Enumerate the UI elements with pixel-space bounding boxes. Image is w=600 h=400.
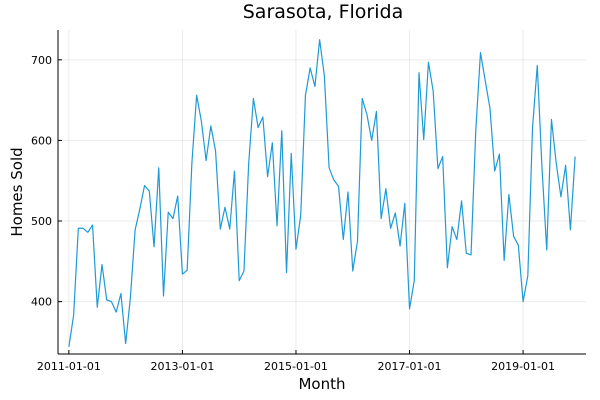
x-axis-label: Month [298,375,345,393]
series-line [68,39,576,347]
y-tick-label: 400 [31,296,52,309]
x-tick-label: 2019-01-01 [491,360,555,373]
grid-lines [58,30,586,354]
axes [57,30,586,355]
y-tick-label: 500 [31,215,52,228]
x-tick-label: 2013-01-01 [150,360,214,373]
x-tick-label: 2011-01-01 [37,360,101,373]
y-tick-label: 600 [31,134,52,147]
y-axis-label: Homes Sold [8,147,26,236]
series-layer [68,39,576,347]
x-tick-label: 2015-01-01 [264,360,328,373]
ticks: 2011-01-01 2013-01-01 2015-01-01 2017-01-01… [31,54,555,373]
chart-title: Sarasota, Florida [243,1,403,23]
y-tick-label: 700 [31,54,52,67]
x-tick-label: 2017-01-01 [378,360,442,373]
